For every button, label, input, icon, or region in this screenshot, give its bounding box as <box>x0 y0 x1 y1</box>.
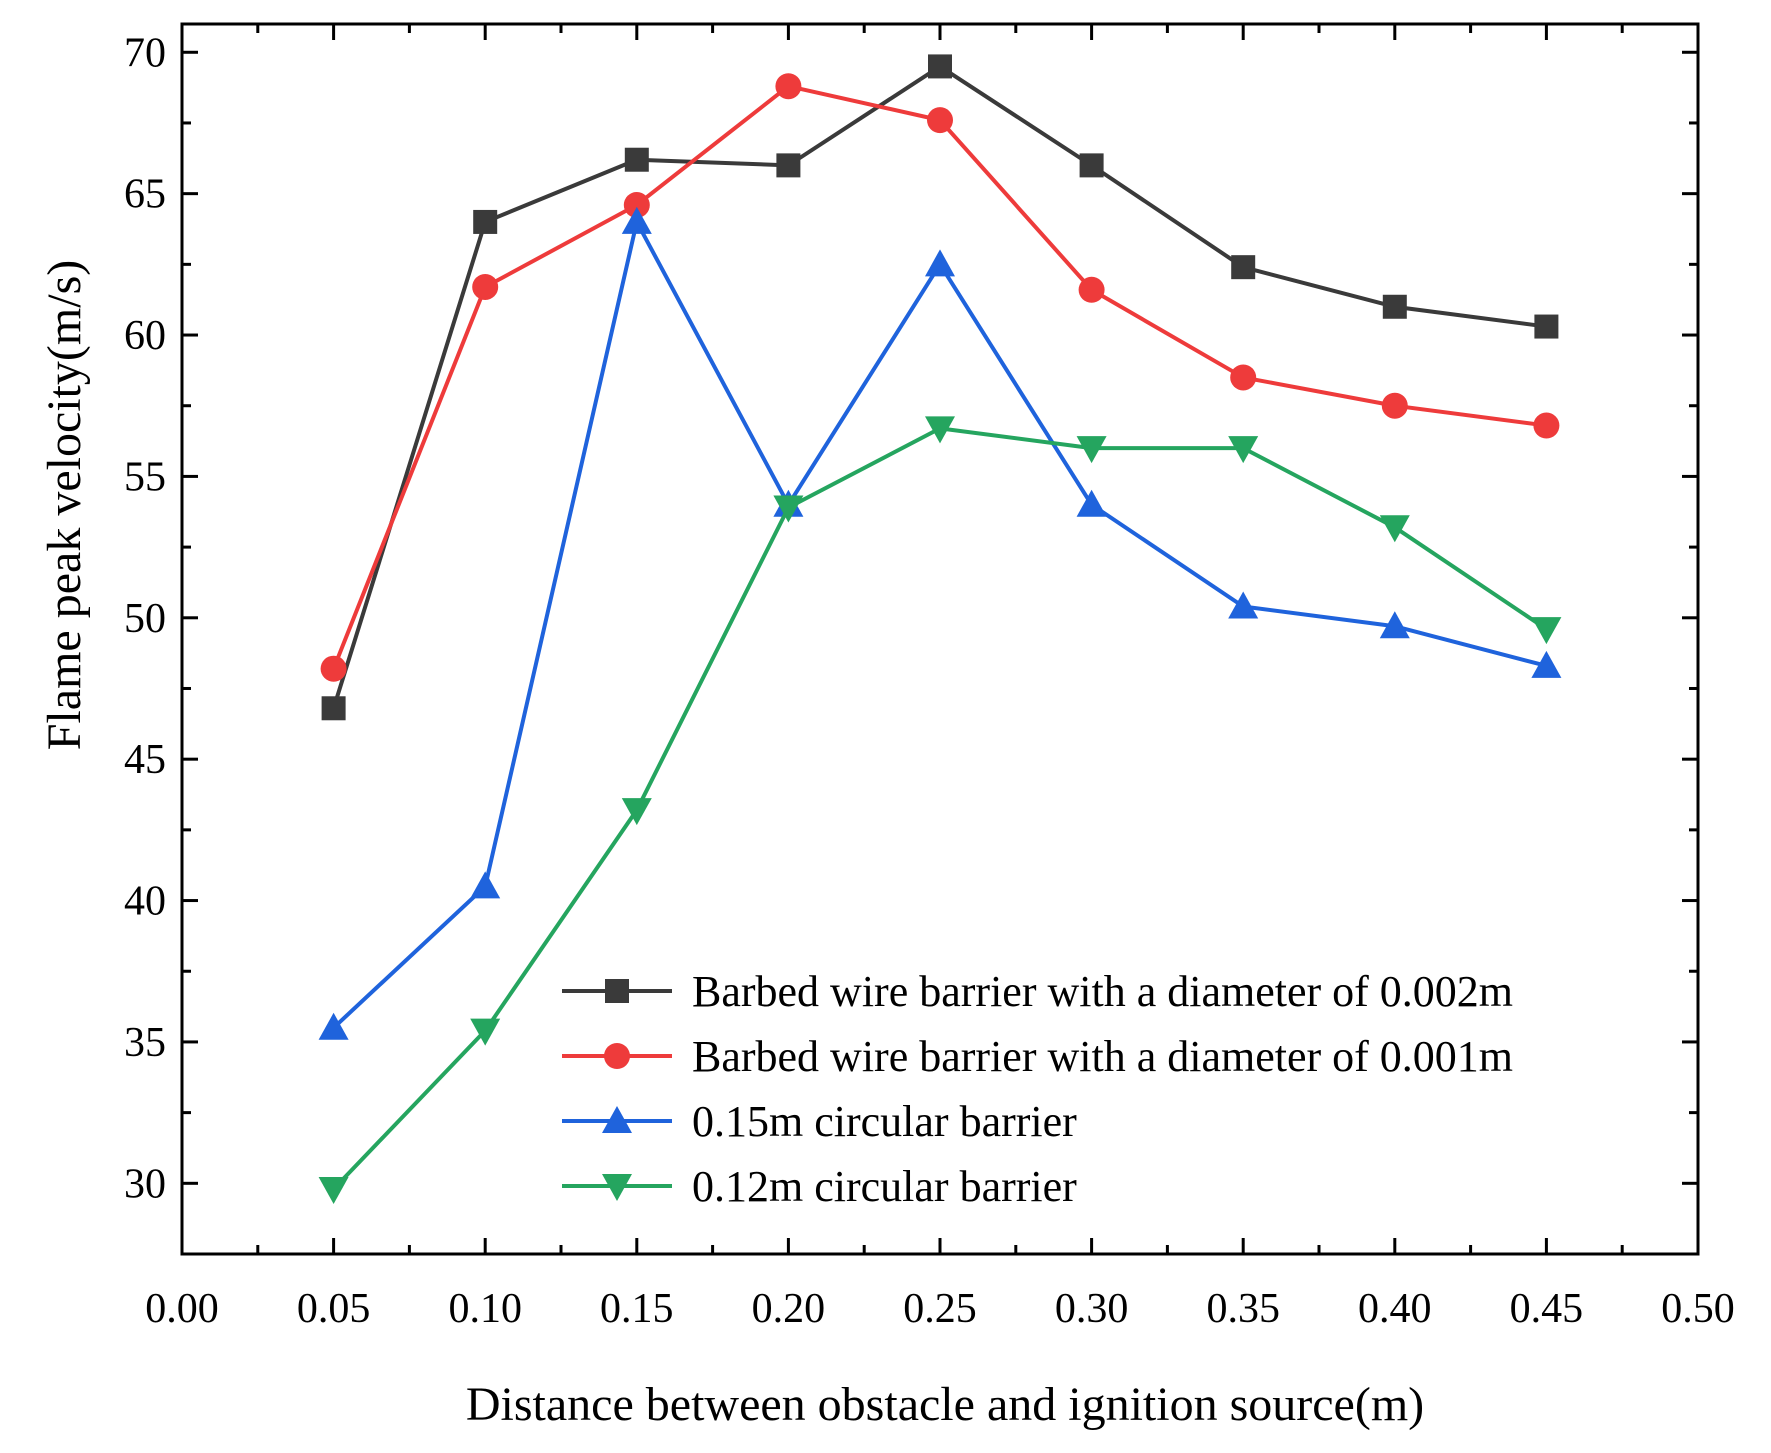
data-point <box>1382 294 1407 319</box>
y-tick-label: 35 <box>124 1020 166 1066</box>
legend-swatch-marker <box>602 1174 632 1201</box>
x-tick-label: 0.20 <box>752 1286 826 1332</box>
series-line <box>332 219 1547 1030</box>
x-tick-label: 0.50 <box>1661 1286 1735 1332</box>
x-tick-label: 0.40 <box>1358 1286 1432 1332</box>
y-tick-label: 50 <box>124 596 166 642</box>
data-point <box>1076 489 1107 517</box>
data-point <box>320 655 347 682</box>
data-point <box>1533 412 1560 439</box>
data-point <box>776 153 801 178</box>
data-point <box>1228 591 1259 619</box>
y-tick-label: 40 <box>124 879 166 925</box>
data-point <box>1079 153 1104 178</box>
legend-label: 0.15m circular barrier <box>692 1097 1077 1146</box>
data-point <box>1531 650 1562 678</box>
data-point <box>473 209 498 234</box>
y-tick-label: 30 <box>124 1161 166 1207</box>
x-tick-label: 0.25 <box>903 1286 977 1332</box>
data-point <box>470 1018 501 1046</box>
y-tick-label: 45 <box>124 737 166 783</box>
legend-label: 0.12m circular barrier <box>692 1162 1077 1211</box>
data-point <box>1230 364 1257 391</box>
data-point <box>623 191 650 218</box>
data-point <box>1076 436 1107 464</box>
x-tick-label: 0.15 <box>600 1286 674 1332</box>
y-tick-label: 65 <box>124 172 166 218</box>
legend-item: Barbed wire barrier with a diameter of 0… <box>562 967 1513 1016</box>
data-point <box>775 73 802 100</box>
x-tick-label: 0.00 <box>145 1286 219 1332</box>
y-tick-label: 60 <box>124 313 166 359</box>
x-tick-label: 0.05 <box>297 1286 371 1332</box>
data-point <box>1381 392 1408 419</box>
legend-item: Barbed wire barrier with a diameter of 0… <box>562 1032 1513 1081</box>
y-tick-label: 55 <box>124 454 166 500</box>
legend-label: Barbed wire barrier with a diameter of 0… <box>692 1032 1513 1081</box>
legend-swatch-marker <box>602 1106 632 1133</box>
x-tick-label: 0.10 <box>448 1286 522 1332</box>
data-point <box>1379 611 1410 639</box>
data-point <box>927 107 953 134</box>
data-point <box>773 495 804 523</box>
x-tick-label: 0.35 <box>1206 1286 1280 1332</box>
data-point <box>624 147 649 172</box>
series-line <box>331 84 1547 670</box>
data-point <box>321 696 346 721</box>
x-tick-label: 0.45 <box>1510 1286 1584 1332</box>
data-point <box>925 249 955 277</box>
series-1 <box>321 54 1559 721</box>
data-point <box>470 871 501 899</box>
axes-layer: 0.00 0.05 0.10 0.15 0.20 0.25 0.30 0.35 0.40 0.45… <box>124 22 1735 1332</box>
legend-item: 0.15m circular barrier <box>562 1097 1077 1146</box>
data-point <box>1228 436 1259 464</box>
y-tick-label: 70 <box>124 30 166 76</box>
data-point <box>621 206 652 234</box>
data-point <box>621 798 652 826</box>
data-point <box>1078 276 1105 303</box>
series-3 <box>318 206 1562 1040</box>
y-axis-title: Flame peak velocity(m/s) <box>38 260 91 751</box>
data-point <box>472 273 499 300</box>
legend-swatch-marker <box>604 1043 630 1069</box>
legend-swatch-marker <box>605 979 629 1003</box>
data-point <box>1534 314 1559 339</box>
x-axis-title: Distance between obstacle and ignition s… <box>466 1378 1424 1431</box>
data-point <box>928 54 952 79</box>
data-point <box>318 1012 349 1040</box>
data-point <box>925 416 955 444</box>
data-point <box>1379 515 1410 543</box>
data-point <box>318 1176 349 1204</box>
legend: Barbed wire barrier with a diameter of 0… <box>562 967 1513 1211</box>
series-2 <box>320 73 1560 682</box>
legend-label: Barbed wire barrier with a diameter of 0… <box>692 967 1513 1016</box>
legend-item: 0.12m circular barrier <box>562 1162 1077 1211</box>
series-line <box>331 64 1547 709</box>
data-point <box>1231 255 1256 280</box>
data-point <box>1531 617 1562 645</box>
series-layer <box>318 54 1562 1204</box>
x-tick-label: 0.30 <box>1055 1286 1129 1332</box>
series-4 <box>318 416 1562 1204</box>
